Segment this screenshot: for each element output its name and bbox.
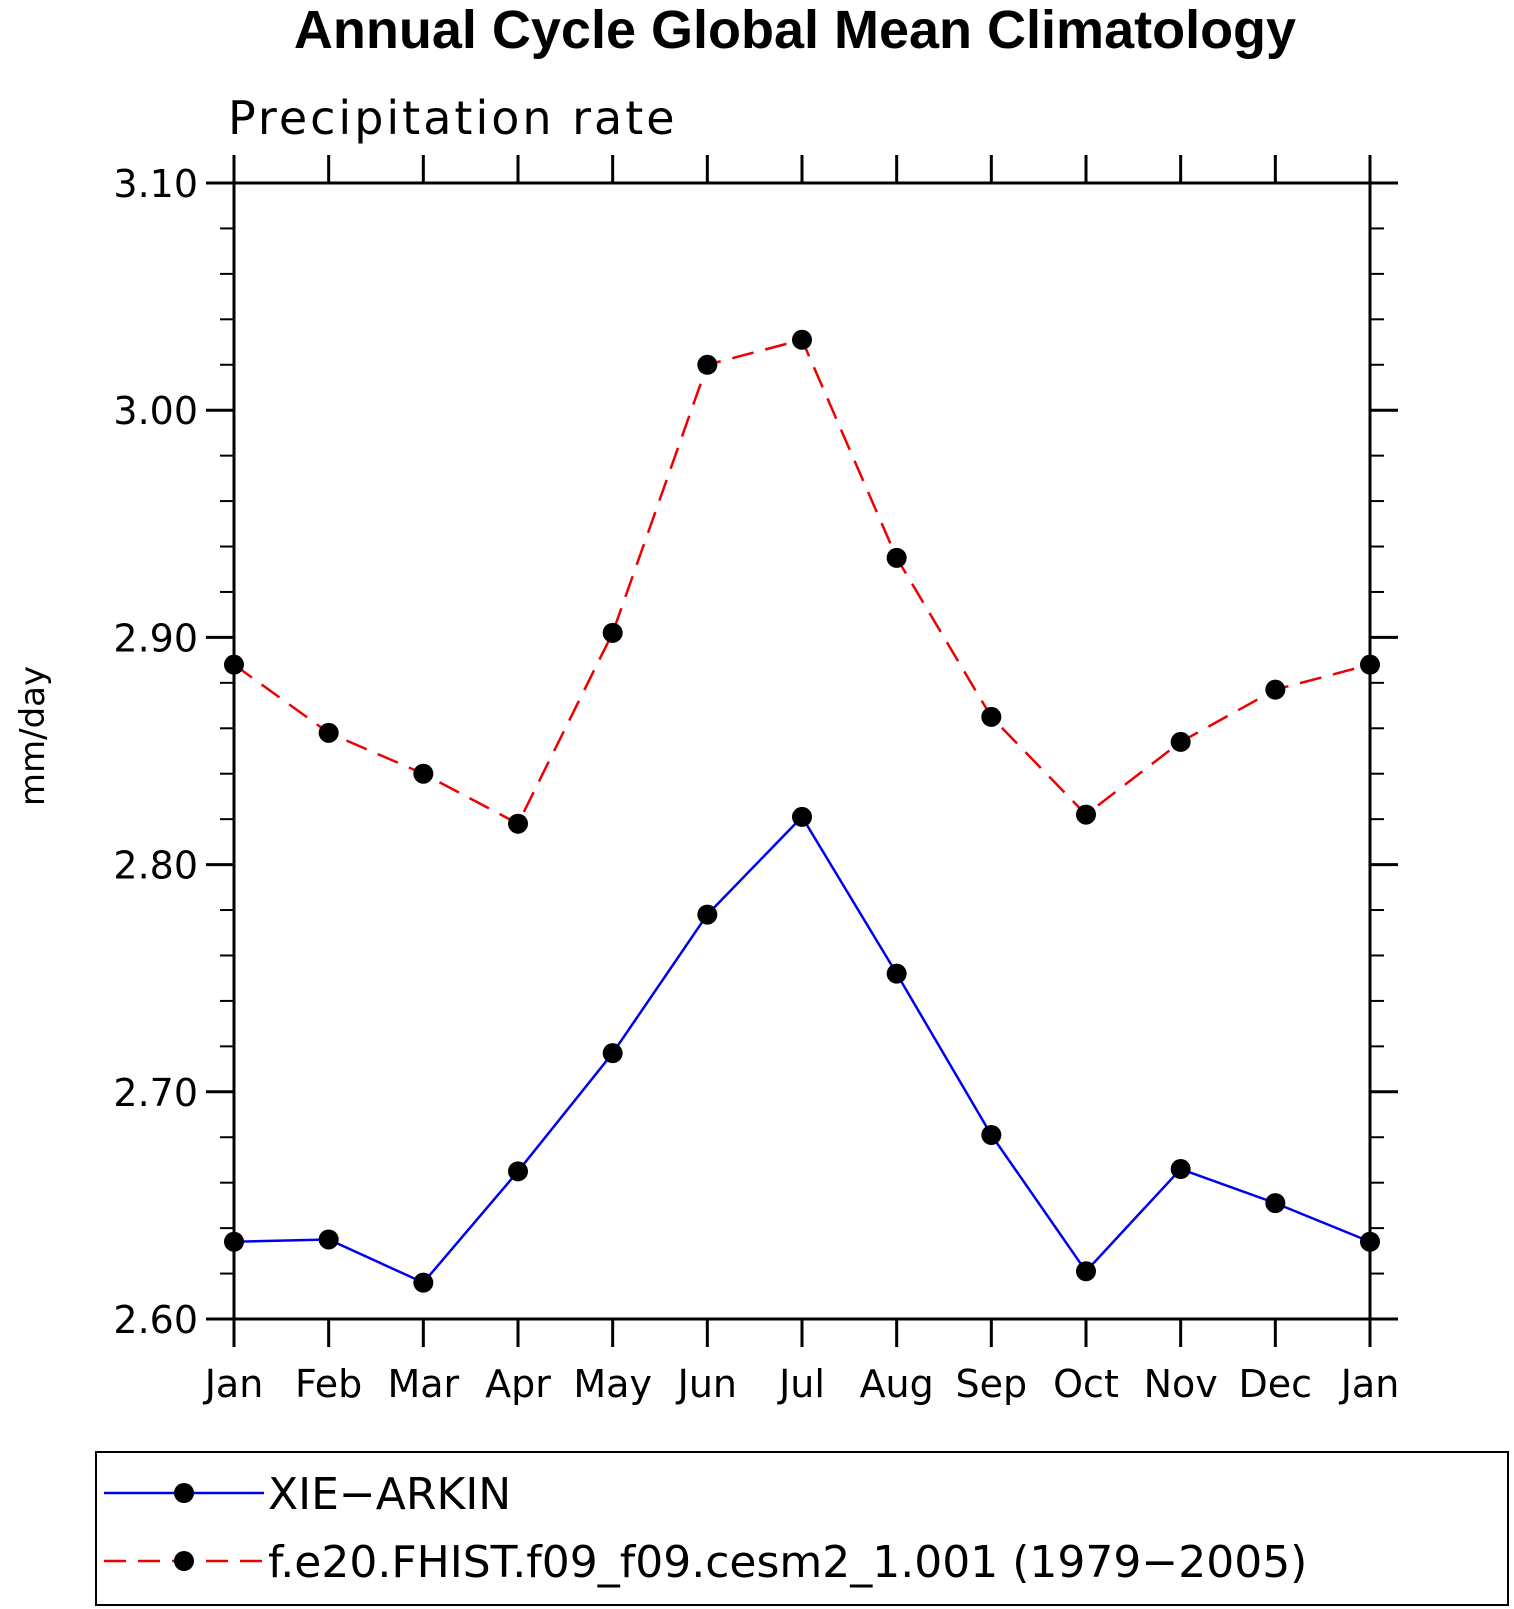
legend-label-0: XIE−ARKIN: [268, 1469, 511, 1520]
chart-title: Annual Cycle Global Mean Climatology: [294, 0, 1296, 60]
series-0-point: [224, 1231, 244, 1252]
legend: XIE−ARKIN f.e20.FHIST.f09_f09.cesm2_1.001…: [95, 1451, 1509, 1606]
x-tick-label: Oct: [1053, 1362, 1119, 1406]
series-0-point: [318, 1229, 339, 1250]
x-tick-label: May: [573, 1362, 652, 1406]
series-1-point: [318, 722, 339, 743]
series-0-point: [602, 1043, 623, 1064]
series-0-point: [697, 904, 718, 925]
y-tick-label: 2.70: [113, 1071, 198, 1115]
series-0-point: [1265, 1193, 1286, 1214]
x-tick-label: Jan: [203, 1362, 264, 1406]
series-1-point: [792, 329, 812, 350]
x-tick-label: Feb: [295, 1362, 362, 1406]
x-tick-label: Jun: [676, 1362, 737, 1406]
y-axis-label: mm/day: [13, 666, 53, 806]
series-0-point: [413, 1272, 434, 1293]
x-tick-label: Dec: [1239, 1362, 1313, 1406]
plot-frame: [232, 181, 1372, 1321]
y-tick-label: 2.80: [113, 844, 198, 888]
series-0-point: [1076, 1261, 1096, 1282]
series-0-point: [1170, 1159, 1191, 1180]
series-line-0: [233, 814, 1371, 1285]
series-1-point: [697, 354, 718, 375]
legend-box: [95, 1451, 1509, 1606]
series-1-point: [981, 706, 1002, 727]
x-tick-label: Apr: [485, 1362, 551, 1406]
series-1-point: [1170, 731, 1191, 752]
x-tick-label: Nov: [1144, 1362, 1218, 1406]
y-tick-label: 2.90: [113, 616, 198, 660]
plot-area: 2.60 2.70 2.80 2.90 3.00 3.10 Jan Feb Mar Apr May J…: [113, 155, 1399, 1406]
series-line-1: [233, 338, 1371, 826]
series-1-point: [224, 654, 244, 675]
x-tick-label: Mar: [387, 1362, 459, 1406]
series-1-point: [602, 622, 623, 643]
legend-marker-0: [174, 1483, 194, 1503]
series-1-point: [508, 813, 528, 834]
series-1-point: [1360, 654, 1380, 675]
series-1-point: [886, 547, 907, 568]
legend-label-1: f.e20.FHIST.f09_f09.cesm2_1.001 (1979−20…: [268, 1537, 1307, 1588]
y-tick-label: 3.10: [113, 162, 198, 206]
x-tick-label: Aug: [860, 1362, 934, 1406]
series-1-point: [1265, 679, 1286, 700]
x-tick-label: Jul: [777, 1362, 825, 1406]
y-tick-label: 2.60: [113, 1298, 198, 1342]
series-0-point: [886, 963, 907, 984]
chart-subtitle: Precipitation rate: [228, 91, 678, 145]
series-0-point: [981, 1124, 1002, 1145]
x-tick-label: Jan: [1339, 1362, 1400, 1406]
series-layer: [224, 329, 1380, 1293]
series-0-point: [792, 806, 812, 827]
y-tick-label: 3.00: [113, 389, 198, 433]
x-tick-label: Sep: [956, 1362, 1028, 1406]
series-1-point: [413, 763, 434, 784]
series-1-point: [1076, 804, 1096, 825]
series-0-point: [1360, 1231, 1380, 1252]
series-0-point: [508, 1161, 528, 1182]
legend-marker-1: [174, 1551, 194, 1571]
